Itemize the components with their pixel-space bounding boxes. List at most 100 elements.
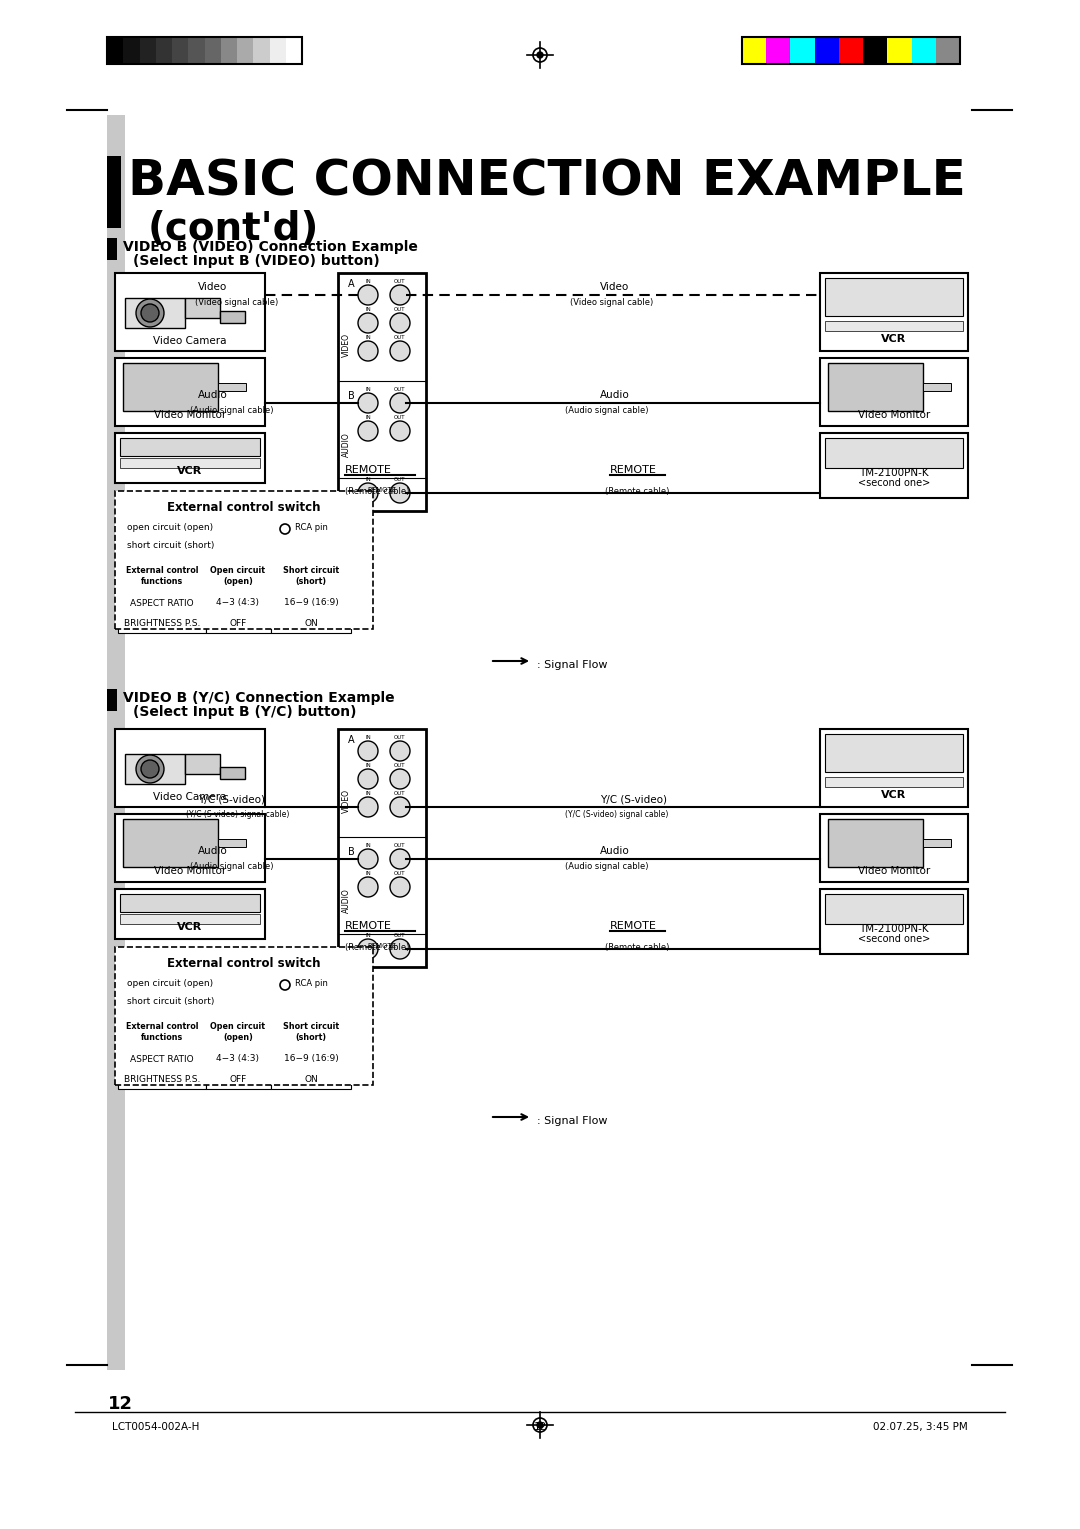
Text: Short circuit
(short): Short circuit (short) xyxy=(283,566,339,586)
Text: : Signal Flow: : Signal Flow xyxy=(537,661,607,670)
Bar xyxy=(114,888,265,939)
Text: (cont'd): (cont'd) xyxy=(148,209,320,248)
Circle shape xyxy=(390,797,410,816)
Text: VCR: VCR xyxy=(881,333,906,344)
Bar xyxy=(120,894,260,911)
Bar xyxy=(125,298,185,329)
Bar xyxy=(270,37,286,64)
Bar xyxy=(172,37,188,64)
Circle shape xyxy=(357,341,378,361)
Bar xyxy=(107,239,117,260)
Bar xyxy=(825,777,963,787)
Text: B: B xyxy=(348,847,354,856)
Text: OUT: OUT xyxy=(394,335,406,339)
Text: Audio: Audio xyxy=(198,390,228,401)
Circle shape xyxy=(357,483,378,503)
Text: Video Monitor: Video Monitor xyxy=(858,865,930,876)
Bar xyxy=(912,37,935,64)
Bar xyxy=(123,362,218,411)
Text: BASIC CONNECTION EXAMPLE: BASIC CONNECTION EXAMPLE xyxy=(129,157,966,205)
Text: IN: IN xyxy=(365,335,370,339)
Text: IN: IN xyxy=(365,735,370,740)
Text: A: A xyxy=(348,278,354,289)
Text: Video Camera: Video Camera xyxy=(153,336,227,346)
Circle shape xyxy=(357,797,378,816)
Text: (Select Input B (VIDEO) button): (Select Input B (VIDEO) button) xyxy=(133,254,380,268)
Text: (Audio signal cable): (Audio signal cable) xyxy=(565,407,648,414)
Bar xyxy=(825,278,963,317)
Circle shape xyxy=(357,420,378,440)
Text: OUT: OUT xyxy=(394,842,406,849)
Bar xyxy=(888,37,912,64)
Text: IN: IN xyxy=(365,387,370,391)
Bar xyxy=(820,274,968,352)
Bar xyxy=(118,1015,206,1049)
Text: OUT: OUT xyxy=(394,763,406,768)
Text: ASPECT RATIO: ASPECT RATIO xyxy=(131,598,193,607)
Circle shape xyxy=(357,742,378,761)
Bar xyxy=(820,729,968,807)
Text: OUT: OUT xyxy=(394,414,406,420)
Text: IN: IN xyxy=(365,477,370,482)
Circle shape xyxy=(357,769,378,789)
Bar xyxy=(107,115,125,1370)
Bar xyxy=(814,37,839,64)
Bar xyxy=(206,1069,271,1089)
Bar xyxy=(107,156,121,228)
Bar xyxy=(120,437,260,456)
Bar xyxy=(114,433,265,483)
Bar xyxy=(825,734,963,772)
Bar xyxy=(185,754,220,774)
Bar xyxy=(825,321,963,330)
Bar xyxy=(742,37,766,64)
Bar xyxy=(923,839,951,847)
Text: Open circuit
(open): Open circuit (open) xyxy=(211,1023,266,1041)
Text: 16−9 (16:9): 16−9 (16:9) xyxy=(284,598,338,607)
Text: Video Monitor: Video Monitor xyxy=(858,410,930,420)
Text: Video Monitor: Video Monitor xyxy=(153,865,226,876)
Text: IN: IN xyxy=(365,414,370,420)
Text: REMOTE: REMOTE xyxy=(367,488,396,492)
Text: IN: IN xyxy=(365,278,370,284)
Circle shape xyxy=(280,524,291,534)
Text: (Audio signal cable): (Audio signal cable) xyxy=(565,862,648,872)
Bar xyxy=(123,820,218,867)
Bar xyxy=(220,768,245,778)
Text: (Remote cable): (Remote cable) xyxy=(345,488,409,495)
Bar xyxy=(107,37,302,64)
Bar xyxy=(742,37,960,64)
Circle shape xyxy=(390,939,410,959)
Text: RCA pin: RCA pin xyxy=(295,523,328,532)
Text: OUT: OUT xyxy=(394,387,406,391)
Text: short circuit (short): short circuit (short) xyxy=(127,541,214,550)
Bar xyxy=(820,813,968,882)
Text: 12: 12 xyxy=(534,1422,546,1433)
Text: (Select Input B (Y/C) button): (Select Input B (Y/C) button) xyxy=(133,705,356,719)
Text: A: A xyxy=(348,735,354,745)
Text: REMOTE: REMOTE xyxy=(345,465,392,476)
Text: REMOTE: REMOTE xyxy=(610,920,657,931)
Text: REMOTE: REMOTE xyxy=(610,465,657,476)
Text: VIDEO B (VIDEO) Connection Example: VIDEO B (VIDEO) Connection Example xyxy=(123,240,418,254)
Text: OUT: OUT xyxy=(394,278,406,284)
Circle shape xyxy=(390,284,410,304)
Text: short circuit (short): short circuit (short) xyxy=(127,997,214,1006)
Bar xyxy=(271,613,351,633)
Bar xyxy=(828,362,923,411)
Bar xyxy=(766,37,791,64)
Bar xyxy=(825,437,963,468)
Text: (Y/C (S-video) signal cable): (Y/C (S-video) signal cable) xyxy=(565,810,669,820)
Text: External control
functions: External control functions xyxy=(125,1023,199,1041)
Bar xyxy=(271,1049,351,1069)
Text: (Video signal cable): (Video signal cable) xyxy=(570,298,653,307)
Text: REMOTE: REMOTE xyxy=(367,943,396,950)
Text: (Audio signal cable): (Audio signal cable) xyxy=(190,407,273,414)
Circle shape xyxy=(390,742,410,761)
Bar xyxy=(114,358,265,427)
Circle shape xyxy=(280,980,291,989)
Bar xyxy=(118,1049,206,1069)
Bar xyxy=(220,37,237,64)
Bar xyxy=(253,37,270,64)
Bar xyxy=(204,37,220,64)
Bar xyxy=(118,613,206,633)
